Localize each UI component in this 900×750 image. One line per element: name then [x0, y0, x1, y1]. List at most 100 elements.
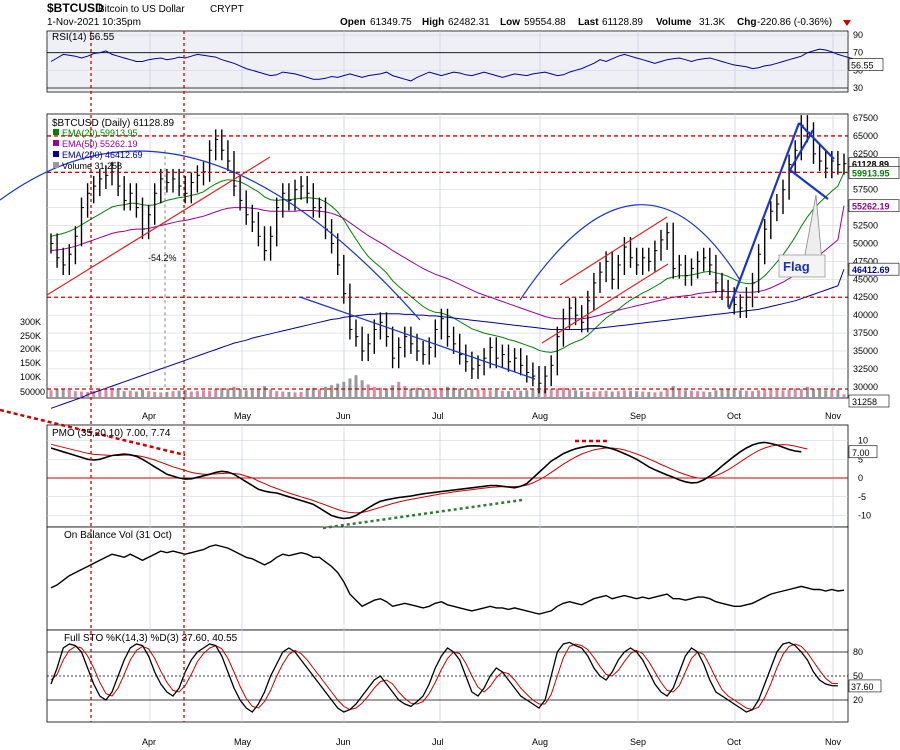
volume-bar — [500, 390, 504, 397]
volume-bar — [92, 390, 96, 397]
price-tick-label: 65000 — [853, 131, 878, 141]
ema20-badge: 59913.95 — [852, 168, 890, 178]
volume-bar — [439, 389, 443, 397]
volume-bar — [226, 388, 230, 397]
volume-bar — [195, 391, 199, 397]
rsi-title: RSI(14) 56.55 — [52, 32, 115, 43]
volume-bar — [568, 389, 571, 397]
volume-bar — [403, 386, 407, 397]
rsi-tick-label: 30 — [853, 83, 863, 93]
volume-bar — [659, 391, 663, 397]
volume-bar — [49, 390, 53, 397]
sto-value-label: 37.60 — [851, 682, 874, 692]
legend-swatch — [53, 162, 59, 168]
price-tick-label: 62500 — [853, 149, 878, 159]
rsi-value-label: 56.55 — [851, 61, 874, 71]
obv-line — [50, 544, 845, 615]
legend-swatch — [53, 140, 59, 146]
x-tick-label: Apr — [142, 737, 156, 747]
volume-bar — [494, 389, 498, 397]
price-tick-label: 52500 — [853, 221, 878, 231]
x-tick-label: Sep — [630, 411, 646, 421]
volume-bar — [153, 391, 157, 397]
volume-bar — [80, 391, 83, 397]
volume-bar — [128, 390, 132, 397]
volume-tick-label: 300K — [20, 317, 41, 327]
volume-bar — [586, 391, 590, 397]
price-title: $BTCUSD (Daily) 61128.89 — [52, 118, 175, 129]
x-tick-label: Oct — [727, 737, 742, 747]
volume-bar — [824, 390, 828, 397]
x-tick-label: Apr — [142, 411, 156, 421]
sto-value-badge — [848, 679, 882, 693]
ema200-badge: 46412.69 — [852, 265, 890, 275]
volume-value-label: 31258 — [852, 397, 877, 407]
flag-side-line — [789, 129, 814, 171]
volume-bar — [555, 388, 559, 397]
volume-bar — [549, 389, 553, 397]
rising-trendline — [46, 156, 271, 296]
volume-tick-label: 150K — [20, 358, 41, 368]
volume-bar — [513, 390, 517, 397]
volume-bar — [787, 389, 791, 397]
x-tick-label: Oct — [727, 411, 742, 421]
volume-bar — [812, 389, 815, 397]
panel-obv — [46, 526, 849, 631]
volume-bar — [525, 390, 529, 397]
volume-bar — [738, 390, 742, 397]
sto-title: Full STO %K(14,3) %D(3) 37.60, 40.55 — [64, 633, 238, 644]
volume-bar — [635, 391, 639, 397]
volume-bar — [818, 389, 822, 397]
rounded-top-arc — [0, 150, 421, 321]
volume-bar — [757, 390, 761, 397]
pmo-tick-label: -5 — [858, 492, 866, 502]
sto-tick-label: 50 — [853, 671, 863, 681]
rsi-line — [50, 48, 881, 82]
pmo-tick-label: 5 — [858, 454, 863, 464]
panel-price — [46, 113, 849, 399]
price-tick-label: 32500 — [853, 364, 878, 374]
volume-bar — [256, 389, 260, 397]
volume-bar — [769, 389, 773, 397]
volume-bar — [464, 389, 468, 397]
volume-bar — [775, 389, 779, 397]
volume-bar — [714, 390, 718, 397]
x-tick-label: May — [234, 737, 252, 747]
price-tick-label: 57500 — [853, 185, 878, 195]
ema20-badge-box — [848, 166, 900, 179]
volume-bar — [299, 391, 303, 397]
volume-bar — [696, 391, 700, 397]
flag-lower-line — [789, 169, 829, 200]
price-tick-label: 30000 — [853, 382, 878, 392]
volume-bar — [208, 390, 212, 397]
volume-bar — [317, 389, 321, 397]
volume-bar — [116, 389, 120, 397]
volume-bar — [799, 389, 803, 397]
volume-bar — [311, 387, 315, 397]
volume-bar — [610, 391, 614, 397]
cup-arc — [519, 204, 741, 301]
volume-bar — [781, 390, 785, 397]
volume-bar — [427, 389, 431, 397]
volume-bar — [446, 386, 449, 397]
header-last-label: Last — [578, 17, 599, 28]
volume-bar — [580, 391, 584, 397]
volume-bar — [98, 389, 102, 397]
volume-bar — [183, 389, 187, 397]
volume-bar — [531, 389, 535, 397]
volume-bar — [647, 391, 651, 397]
down-arrow-icon — [843, 20, 851, 26]
header-chg-value: -220.86 (-0.36%) — [757, 17, 832, 28]
volume-bar — [702, 391, 706, 397]
volume-bar — [214, 389, 218, 397]
volume-bar — [165, 391, 169, 397]
volume-bar — [690, 390, 693, 397]
volume-bar — [415, 387, 419, 397]
header-low-label: Low — [500, 17, 520, 28]
rsi-value-badge — [848, 58, 884, 71]
volume-tick-label: 200K — [20, 344, 41, 354]
volume-bar — [366, 384, 370, 397]
volume-bar — [73, 391, 77, 397]
